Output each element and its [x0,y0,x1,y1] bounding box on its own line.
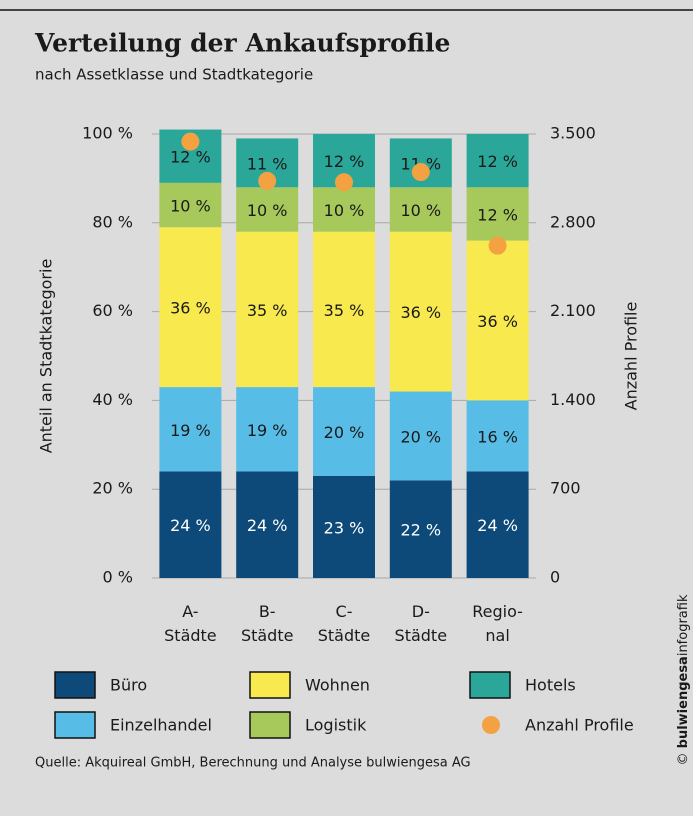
bar-segment [466,400,529,472]
legend-label: Hotels [525,676,576,695]
data-label: 36 % [170,299,211,318]
x-tick-line: D- [412,602,430,621]
dot [181,132,200,151]
data-label: 35 % [247,301,288,320]
y-tick-label: 80 % [92,212,133,231]
bar-segment [236,471,299,578]
x-tick-line: C- [336,602,353,621]
legend-label: Wohnen [305,676,370,695]
y-tick-label: 20 % [92,479,133,498]
data-label: 12 % [324,152,365,171]
data-label: 19 % [247,421,288,440]
y2-tick-label: 700 [550,479,581,498]
bar-segment [159,182,222,228]
bar-segment [313,475,375,578]
x-tick-line: Städte [241,626,294,645]
data-label: 10 % [324,201,365,220]
x-tick-line: A- [182,602,198,621]
data-label: 22 % [400,521,441,540]
bar-segment [389,231,452,392]
bar-segment [236,187,299,232]
data-label: 11 % [247,154,288,173]
legend-swatch [469,671,511,699]
data-label: 10 % [170,197,211,216]
chart-title: Verteilung der Ankaufsprofile [34,29,450,58]
bar-segment [159,227,222,388]
x-tick-line: Städte [395,626,448,645]
credit: © bulwiengesainfografik [676,594,691,765]
x-tick-label: Regio-nal [472,602,523,645]
x-tick-line: Städte [318,626,371,645]
x-tick-label: D- Städte [395,602,448,645]
data-label: 36 % [400,303,441,322]
bar-segment [466,240,529,401]
data-label: 24 % [247,516,288,535]
x-tick-label: B- Städte [241,602,294,645]
dot [258,171,277,190]
chart-subtitle: nach Assetklasse und Stadtkategorie [35,66,313,84]
legend-label: Logistik [305,716,367,735]
source: Quelle: Akquireal GmbH, Berechnung und A… [35,756,471,771]
bar-segment [159,387,222,472]
x-tick-line: B- [259,602,276,621]
bar-segment [389,391,452,481]
y-tick-label: 40 % [92,390,133,409]
bar-segment [236,387,299,472]
credit-suffix: infografik [676,594,691,656]
y-tick-label: 100 % [82,124,133,143]
x-tick-line: nal [485,626,509,645]
legend-swatch [54,671,96,699]
credit-symbol: © [676,753,691,766]
bar-segment [313,231,375,388]
y-tick-label: 0 % [103,568,133,587]
y-tick-label: 60 % [92,301,133,320]
data-label: 36 % [477,312,518,331]
bar-segment [236,231,299,388]
dot [335,173,353,192]
data-label: 23 % [324,518,365,537]
x-tick-label: C- Städte [318,602,371,645]
data-label: 10 % [247,201,288,220]
data-label: 16 % [477,427,518,446]
y2-tick-label: 2.800 [550,212,596,231]
dot [411,163,430,182]
legend-label: Büro [110,676,147,695]
dot [488,236,507,255]
bar-segment [313,187,375,232]
legend-swatch [54,711,96,739]
legend-marker [482,716,500,734]
y2-tick-label: 0 [550,568,560,587]
bar-segment [466,187,529,241]
data-label: 24 % [170,516,211,535]
y2-axis-label: Anzahl Profile [622,302,641,411]
legend-label: Anzahl Profile [525,716,634,735]
y2-tick-label: 2.100 [550,301,596,320]
x-tick-line: Regio- [472,602,523,621]
bar-segment [466,471,529,578]
legend-swatch [249,711,291,739]
y2-tick-label: 1.400 [550,390,596,409]
data-label: 24 % [477,516,518,535]
data-label: 20 % [324,423,365,442]
bar-segment [389,480,452,578]
legend-swatch [249,671,291,699]
credit-brand: bulwiengesa [676,656,691,748]
x-tick-label: A- Städte [164,602,217,645]
bar-segment [389,187,452,232]
data-label: 12 % [170,148,211,167]
bar-segment [466,134,529,188]
bar-segment [159,471,222,578]
data-label: 12 % [477,152,518,171]
data-label: 10 % [400,201,441,220]
legend-label: Einzelhandel [110,716,212,735]
data-label: 35 % [324,301,365,320]
y2-tick-label: 3.500 [550,124,596,143]
data-label: 12 % [477,205,518,224]
y-axis-label: Anteil an Stadtkategorie [37,259,56,454]
bar-segment [313,387,375,476]
x-tick-line: Städte [164,626,217,645]
data-label: 20 % [400,427,441,446]
data-label: 19 % [170,421,211,440]
